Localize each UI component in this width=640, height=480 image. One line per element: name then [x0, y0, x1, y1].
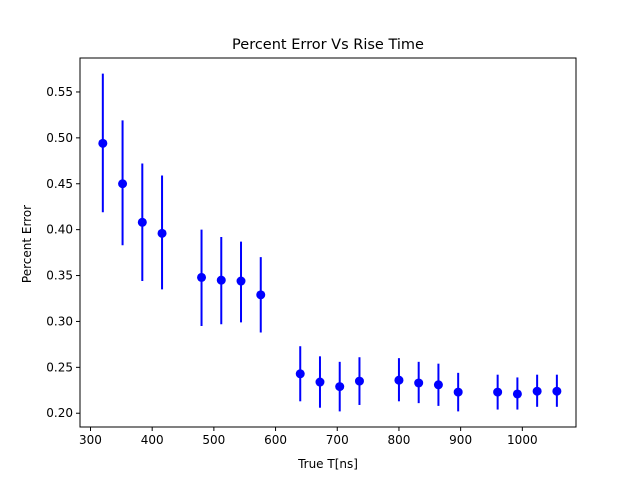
data-point — [98, 138, 108, 148]
x-axis-label: True T[ns] — [297, 457, 358, 471]
data-point — [157, 228, 167, 238]
data-point — [512, 389, 522, 399]
y-tick-label: 0.35 — [46, 269, 73, 283]
data-point — [197, 272, 207, 282]
data-point — [394, 375, 404, 385]
data-point — [118, 179, 128, 189]
data-point — [216, 275, 226, 285]
data-point — [354, 376, 364, 386]
data-point — [315, 377, 325, 387]
y-tick-label: 0.40 — [46, 223, 73, 237]
data-point — [433, 380, 443, 390]
x-tick-label: 800 — [387, 433, 410, 447]
data-point — [493, 387, 503, 397]
y-tick-label: 0.45 — [46, 177, 73, 191]
x-tick-label: 300 — [79, 433, 102, 447]
data-point — [137, 217, 147, 227]
y-tick-label: 0.50 — [46, 131, 73, 145]
y-tick-label: 0.25 — [46, 360, 73, 374]
x-tick-label: 500 — [202, 433, 225, 447]
data-point — [414, 378, 424, 388]
x-tick-label: 1000 — [507, 433, 538, 447]
y-tick-label: 0.55 — [46, 85, 73, 99]
data-point — [236, 276, 246, 286]
y-tick-label: 0.30 — [46, 314, 73, 328]
x-tick-label: 900 — [449, 433, 472, 447]
x-tick-label: 400 — [141, 433, 164, 447]
plot-area: 300 400 500 600 700 800 900 1000 0.20 0.25 0.30 0.3… — [46, 57, 577, 447]
y-axis-label: Percent Error — [20, 205, 34, 283]
y-tick-label: 0.20 — [46, 406, 73, 420]
x-tick-label: 700 — [326, 433, 349, 447]
data-point — [295, 369, 305, 379]
chart-title: Percent Error Vs Rise Time — [232, 37, 424, 53]
data-point — [532, 386, 542, 396]
data-point — [256, 290, 266, 300]
data-point — [552, 386, 562, 396]
x-tick-label: 600 — [264, 433, 287, 447]
data-point — [453, 387, 463, 397]
data-point — [335, 382, 345, 392]
axes-frame — [79, 57, 577, 428]
